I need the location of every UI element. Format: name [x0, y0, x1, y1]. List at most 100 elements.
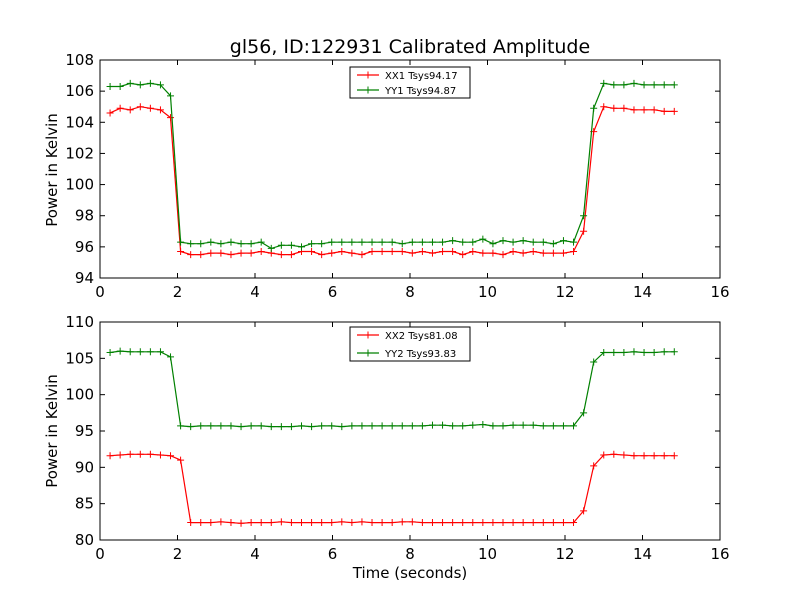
bottom-panel: 0 2 4 6 8 10 12 14 16 80 85 90 95 100 105 110 XX2 Tsys81…: [65, 313, 729, 563]
data-point: [509, 519, 517, 527]
data-point: [559, 422, 567, 430]
data-point: [287, 423, 295, 431]
data-point: [469, 519, 477, 527]
data-point: [257, 519, 265, 527]
data-point: [580, 212, 588, 220]
data-point: [338, 518, 346, 526]
data-point: [519, 249, 527, 257]
data-point: [388, 248, 396, 256]
x-tick-label: 2: [173, 283, 183, 301]
data-point: [428, 519, 436, 527]
data-point: [358, 422, 366, 430]
data-point: [116, 82, 124, 90]
x-tick-label: 14: [633, 283, 652, 301]
data-point: [358, 238, 366, 246]
data-point: [257, 248, 265, 256]
data-point: [217, 422, 225, 430]
data-point: [146, 348, 154, 356]
data-point: [207, 249, 215, 257]
x-tick-label: 10: [478, 283, 497, 301]
data-point: [237, 249, 245, 257]
data-point: [509, 421, 517, 429]
chart-title: gl56, ID:122931 Calibrated Amplitude: [230, 36, 590, 58]
data-point: [368, 519, 376, 527]
data-point: [167, 92, 175, 100]
data-point: [136, 348, 144, 356]
data-point: [167, 114, 175, 122]
data-point: [358, 518, 366, 526]
y-tick-label: 102: [65, 144, 94, 162]
data-point: [449, 519, 457, 527]
legend-label: YY2 Tsys93.83: [384, 349, 456, 360]
data-point: [287, 241, 295, 249]
data-point: [640, 349, 648, 357]
y-axis-label-bottom: Power in Kelvin: [43, 374, 61, 488]
series-line: [110, 350, 675, 428]
data-point: [318, 519, 326, 527]
data-point: [630, 452, 638, 460]
data-point: [247, 422, 255, 430]
data-point: [267, 244, 275, 252]
data-point: [620, 349, 628, 357]
data-point: [469, 238, 477, 246]
data-point: [348, 519, 356, 527]
data-point: [348, 238, 356, 246]
data-point: [459, 251, 467, 259]
data-point: [630, 348, 638, 356]
data-point: [499, 237, 507, 245]
data-point: [146, 79, 154, 87]
data-point: [590, 358, 598, 366]
data-point: [227, 251, 235, 259]
data-point: [277, 241, 285, 249]
data-point: [559, 237, 567, 245]
data-point: [640, 106, 648, 114]
data-point: [257, 422, 265, 430]
data-point: [539, 249, 547, 257]
data-point: [479, 420, 487, 428]
y-tick-label: 94: [75, 269, 94, 287]
data-point: [338, 238, 346, 246]
data-point: [277, 251, 285, 259]
data-point: [378, 248, 386, 256]
x-tick-label: 10: [478, 545, 497, 563]
x-tick-label: 16: [710, 545, 729, 563]
top-panel: 0 2 4 6 8 10 12 14 16 94 96 98 100 102 104 106 108 XX1 Ts…: [65, 51, 729, 301]
y-tick-label: 90: [75, 458, 94, 476]
data-point: [378, 519, 386, 527]
data-point: [388, 422, 396, 430]
data-point: [428, 249, 436, 257]
axes-frame: [99, 321, 721, 541]
data-point: [660, 452, 668, 460]
data-point: [670, 452, 678, 460]
data-point: [489, 519, 497, 527]
data-point: [580, 507, 588, 515]
legend-marker: [364, 331, 372, 339]
data-point: [368, 248, 376, 256]
data-point: [247, 249, 255, 257]
data-point: [489, 240, 497, 248]
data-point: [308, 248, 316, 256]
data-point: [590, 462, 598, 470]
x-tick-label: 6: [328, 545, 338, 563]
data-point: [418, 422, 426, 430]
data-point: [398, 248, 406, 256]
data-point: [398, 422, 406, 430]
data-point: [529, 238, 537, 246]
data-point: [459, 238, 467, 246]
data-point: [539, 238, 547, 246]
data-point: [318, 422, 326, 430]
data-point: [116, 451, 124, 459]
data-point: [559, 249, 567, 257]
data-point: [529, 421, 537, 429]
data-point: [177, 422, 185, 430]
legend: [349, 66, 471, 99]
data-point: [146, 104, 154, 112]
data-point: [257, 238, 265, 246]
y-tick-label: 100: [65, 176, 94, 194]
data-point: [439, 248, 447, 256]
data-point: [650, 81, 658, 89]
data-point: [519, 237, 527, 245]
y-tick-label: 98: [75, 207, 94, 225]
data-point: [328, 422, 336, 430]
